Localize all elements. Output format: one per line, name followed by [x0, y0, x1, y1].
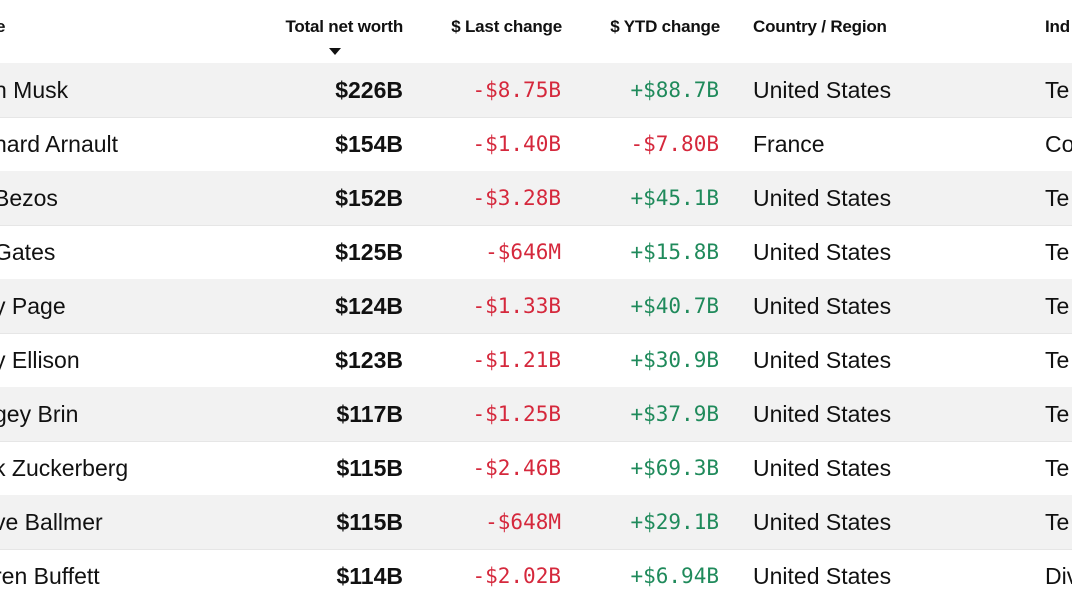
column-header-country[interactable]: Country / Region	[753, 17, 887, 36]
net-worth-value: $115B	[336, 509, 403, 535]
table-row[interactable]: Gates $125B -$646M +$15.8B United States Te	[0, 225, 1072, 280]
country-value: United States	[753, 77, 892, 103]
last-change-value: -$8.75B	[472, 78, 561, 102]
last-change-value: -$3.28B	[472, 186, 561, 210]
country-value: United States	[753, 401, 892, 427]
sort-descending-icon[interactable]	[329, 48, 341, 55]
billionaire-name[interactable]: k Zuckerberg	[0, 455, 129, 481]
country-value: United States	[753, 455, 892, 481]
industry-value: Te	[1045, 185, 1070, 211]
last-change-value: -$1.21B	[472, 348, 561, 372]
net-worth-value: $152B	[335, 185, 403, 211]
billionaire-name[interactable]: nard Arnault	[0, 131, 119, 157]
net-worth-value: $123B	[335, 347, 403, 373]
industry-value: Te	[1045, 239, 1070, 265]
net-worth-value: $124B	[335, 293, 403, 319]
industry-value: Te	[1045, 293, 1070, 319]
net-worth-value: $125B	[335, 239, 403, 265]
column-header-industry[interactable]: Ind	[1045, 17, 1070, 36]
industry-value: Te	[1045, 455, 1070, 481]
industry-value: Te	[1045, 347, 1070, 373]
ytd-change-value: +$40.7B	[630, 294, 719, 318]
table-row[interactable]: nard Arnault $154B -$1.40B -$7.80B France Co	[0, 117, 1072, 172]
ytd-change-value: +$69.3B	[630, 456, 719, 480]
ytd-change-value: +$88.7B	[630, 78, 719, 102]
last-change-value: -$648M	[485, 510, 561, 534]
ytd-change-value: +$29.1B	[630, 510, 719, 534]
billionaire-name[interactable]: n Musk	[0, 77, 69, 103]
table-header: e Total net worth $ Last change $ YTD ch…	[0, 0, 1072, 63]
table-row[interactable]: k Zuckerberg $115B -$2.46B +$69.3B United St…	[0, 441, 1072, 496]
ytd-change-value: +$37.9B	[630, 402, 719, 426]
column-header-ytd-change[interactable]: $ YTD change	[610, 17, 720, 36]
net-worth-value: $154B	[335, 131, 403, 157]
column-header-last-change[interactable]: $ Last change	[451, 17, 562, 36]
column-header-name[interactable]: e	[0, 17, 6, 36]
industry-value: Div	[1045, 563, 1072, 589]
table-row[interactable]: n Musk $226B -$8.75B +$88.7B United States Te	[0, 63, 1072, 118]
billionaire-name[interactable]: y Page	[0, 293, 66, 319]
billionaire-name[interactable]: Gates	[0, 239, 56, 265]
industry-value: Te	[1045, 77, 1070, 103]
billionaire-name[interactable]: Bezos	[0, 185, 58, 211]
table-row[interactable]: ren Buffett $114B -$2.02B +$6.94B United Sta…	[0, 549, 1072, 603]
net-worth-value: $114B	[336, 563, 403, 589]
last-change-value: -$1.40B	[472, 132, 561, 156]
billionaire-name[interactable]: ve Ballmer	[0, 509, 103, 535]
country-value: United States	[753, 347, 892, 373]
table-row[interactable]: Bezos $152B -$3.28B +$45.1B United States Te	[0, 171, 1072, 226]
billionaire-name[interactable]: y Ellison	[0, 347, 80, 373]
table-row[interactable]: y Ellison $123B -$1.21B +$30.9B United State…	[0, 333, 1072, 388]
ytd-change-value: +$15.8B	[630, 240, 719, 264]
table-row[interactable]: gey Brin $117B -$1.25B +$37.9B United States…	[0, 387, 1072, 442]
ytd-change-value: +$45.1B	[630, 186, 719, 210]
column-header-net-worth[interactable]: Total net worth	[285, 17, 403, 36]
country-value: France	[753, 131, 825, 157]
table-row[interactable]: y Page $124B -$1.33B +$40.7B United States Te	[0, 279, 1072, 334]
billionaire-name[interactable]: gey Brin	[0, 401, 79, 427]
last-change-value: -$2.02B	[472, 564, 561, 588]
country-value: United States	[753, 563, 892, 589]
ytd-change-value: +$30.9B	[630, 348, 719, 372]
industry-value: Te	[1045, 509, 1070, 535]
last-change-value: -$646M	[485, 240, 561, 264]
last-change-value: -$2.46B	[472, 456, 561, 480]
last-change-value: -$1.25B	[472, 402, 561, 426]
country-value: United States	[753, 509, 892, 535]
net-worth-value: $226B	[335, 77, 403, 103]
last-change-value: -$1.33B	[472, 294, 561, 318]
ytd-change-value: -$7.80B	[630, 132, 719, 156]
billionaire-name[interactable]: ren Buffett	[0, 563, 100, 589]
country-value: United States	[753, 293, 892, 319]
ytd-change-value: +$6.94B	[630, 564, 719, 588]
country-value: United States	[753, 239, 892, 265]
industry-value: Te	[1045, 401, 1070, 427]
country-value: United States	[753, 185, 892, 211]
net-worth-value: $117B	[336, 401, 403, 427]
industry-value: Co	[1045, 131, 1072, 157]
table-row[interactable]: ve Ballmer $115B -$648M +$29.1B United State…	[0, 495, 1072, 550]
net-worth-value: $115B	[336, 455, 403, 481]
